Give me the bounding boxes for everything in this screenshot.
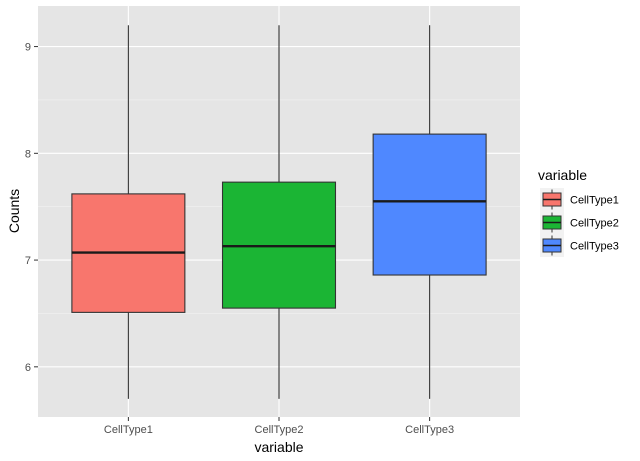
y-tick-label: 7 <box>25 255 31 267</box>
y-axis-title: Counts <box>6 189 22 233</box>
y-tick-label: 9 <box>25 42 31 54</box>
y-axis: 6 7 8 9 <box>25 42 38 374</box>
x-axis-title: variable <box>254 439 303 455</box>
box-celltype3 <box>372 25 487 399</box>
x-tick-label: CellType1 <box>104 424 153 436</box>
legend-label: CellType3 <box>570 241 619 253</box>
y-tick-label: 6 <box>25 362 31 374</box>
legend-item-celltype3: CellType3 <box>540 234 619 257</box>
legend-title: variable <box>538 167 587 183</box>
box-iqr <box>372 133 487 276</box>
legend-label: CellType2 <box>570 218 619 230</box>
legend: variable CellType1 CellType2 CellType3 <box>538 167 619 257</box>
y-tick-label: 8 <box>25 148 31 160</box>
x-tick-label: CellType2 <box>255 424 304 436</box>
legend-label: CellType1 <box>570 195 619 207</box>
box-plots <box>71 25 487 399</box>
legend-item-celltype1: CellType1 <box>540 188 619 211</box>
box-celltype2 <box>221 25 337 399</box>
x-axis: CellType1 CellType2 CellType3 <box>104 417 454 436</box>
legend-item-celltype2: CellType2 <box>540 211 619 234</box>
x-tick-label: CellType3 <box>405 424 454 436</box>
box-celltype1 <box>71 25 186 399</box>
